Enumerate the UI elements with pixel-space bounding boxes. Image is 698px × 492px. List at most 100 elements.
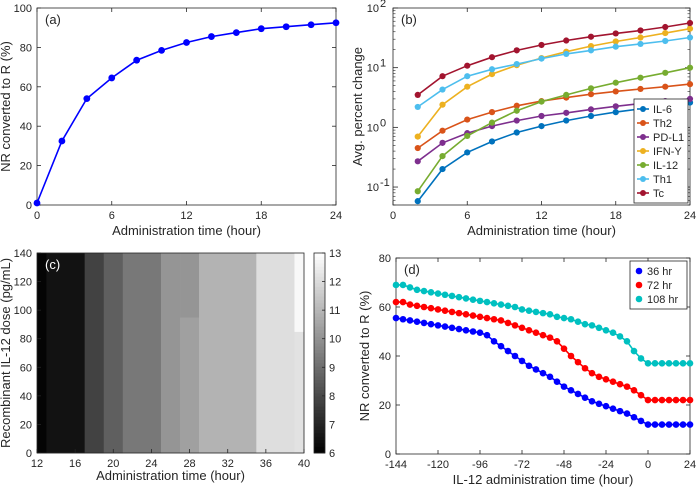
data-point-72 hr: [427, 304, 435, 312]
heatmap-cell: [37, 253, 47, 454]
plot-frame: [36, 252, 305, 454]
y-tick-label: 0: [26, 200, 32, 212]
data-point: [83, 95, 91, 103]
data-point-36 hr: [630, 413, 638, 421]
x-tick-label: 24: [684, 459, 696, 471]
data-point-108 hr: [539, 309, 547, 317]
y-tick-label: 20: [20, 419, 32, 431]
data-point-108 hr: [399, 281, 407, 289]
data-point-IFN-Y: [662, 29, 669, 37]
data-point-36 hr: [399, 315, 407, 323]
colorbar-segment: [314, 346, 325, 351]
y-tick-label: 0: [26, 448, 32, 460]
data-point: [282, 23, 290, 31]
colorbar-segment: [314, 336, 325, 341]
data-point-36 hr: [574, 390, 582, 398]
data-point-108 hr: [616, 333, 624, 340]
data-point-108 hr: [511, 303, 519, 311]
x-tick-label: -120: [427, 459, 449, 471]
data-point-72 hr: [644, 396, 652, 404]
colorbar-segment: [314, 343, 325, 347]
data-point-36 hr: [413, 318, 421, 326]
data-point: [332, 19, 340, 27]
legend-label-72 hr: 72 hr: [647, 280, 672, 292]
colorbar-segment: [314, 399, 325, 404]
data-point-72 hr: [462, 311, 470, 318]
legend-label-36 hr: 36 hr: [647, 266, 672, 278]
heatmap-cell: [180, 317, 200, 454]
colorbar-segment: [314, 363, 325, 367]
data-point-36 hr: [672, 421, 680, 428]
colorbar-segment: [314, 313, 325, 317]
data-point-IL-6: [439, 165, 446, 173]
heatmap-cell: [294, 331, 305, 454]
data-point-Th1: [414, 103, 421, 111]
y-tick-label: 100: [14, 3, 32, 15]
data-point-36 hr: [609, 405, 617, 412]
data-point-72 hr: [567, 352, 575, 360]
y-tick-label: 40: [20, 391, 32, 403]
data-point-108 hr: [588, 322, 596, 329]
data-point-72 hr: [469, 312, 477, 319]
data-point-108 hr: [679, 360, 687, 367]
colorbar-segment: [314, 423, 325, 427]
x-tick-label: 0: [390, 210, 396, 222]
data-point-36 hr: [476, 329, 484, 337]
data-point-108 hr: [602, 326, 610, 334]
x-tick-label: 6: [109, 210, 115, 222]
panel-d: -144 -120 -96 -72 -48 -24 0 24 0 20 40 60 80 IL-12 ad…: [357, 253, 696, 487]
data-point-Tc: [686, 19, 694, 27]
data-point-36 hr: [504, 347, 512, 355]
data-point-36 hr: [644, 421, 652, 428]
colorbar-segment: [314, 306, 325, 311]
data-point-36 hr: [441, 323, 449, 330]
colorbar-segment: [314, 253, 325, 257]
panel-label: (b): [401, 12, 417, 27]
colorbar-segment: [314, 309, 325, 314]
data-point-IL-12: [563, 91, 570, 98]
colorbar-segment: [314, 376, 325, 381]
y-tick-label: 80: [379, 253, 391, 265]
data-point-72 hr: [532, 329, 540, 337]
data-point-108 hr: [434, 290, 442, 297]
data-point-Tc: [439, 73, 446, 80]
data-point-108 hr: [658, 360, 666, 367]
data-point-36 hr: [511, 352, 519, 360]
data-point-108 hr: [455, 293, 463, 301]
x-tick-label: 6: [464, 210, 470, 222]
x-axis-label: Administration time (hour): [96, 468, 245, 483]
data-point: [257, 25, 265, 33]
legend: 36 hr 72 hr 108 hr: [629, 260, 688, 310]
colorbar-segment: [314, 409, 325, 414]
x-tick-label: 24: [145, 458, 157, 470]
data-point: [33, 199, 41, 207]
data-point-IL-12: [587, 85, 595, 92]
data-point-Tc: [563, 37, 570, 44]
colorbar-segment: [314, 443, 325, 447]
data-point: [58, 137, 66, 145]
x-tick-label: 12: [180, 210, 192, 222]
data-point-IFN-Y: [637, 34, 644, 41]
colorbar-segment: [314, 319, 325, 324]
data-point-72 hr: [483, 314, 491, 322]
data-point-36 hr: [434, 322, 442, 329]
legend-marker-Th1: [640, 176, 646, 182]
x-tick-label: -72: [514, 459, 530, 471]
colorbar-segment: [314, 366, 325, 371]
data-point-36 hr: [686, 421, 694, 428]
data-point-108 hr: [560, 314, 568, 322]
data-point-IFN-Y: [488, 71, 496, 78]
colorbar-segment: [314, 373, 325, 377]
data-point-Tc: [587, 33, 595, 40]
x-tick-label: -48: [556, 459, 572, 471]
colorbar-tick-label: 6: [329, 448, 335, 460]
heatmap-cell: [122, 253, 162, 454]
data-point-72 hr: [595, 373, 603, 381]
y-axis-label: Recombinant IL-12 dose (pg/mL): [0, 258, 13, 448]
data-point-108 hr: [546, 311, 554, 318]
data-point-IFN-Y: [464, 83, 471, 90]
data-point-36 hr: [518, 357, 526, 365]
data-point-36 hr: [483, 331, 491, 339]
legend-marker-IL-12: [640, 162, 646, 168]
colorbar-segment: [314, 433, 325, 437]
